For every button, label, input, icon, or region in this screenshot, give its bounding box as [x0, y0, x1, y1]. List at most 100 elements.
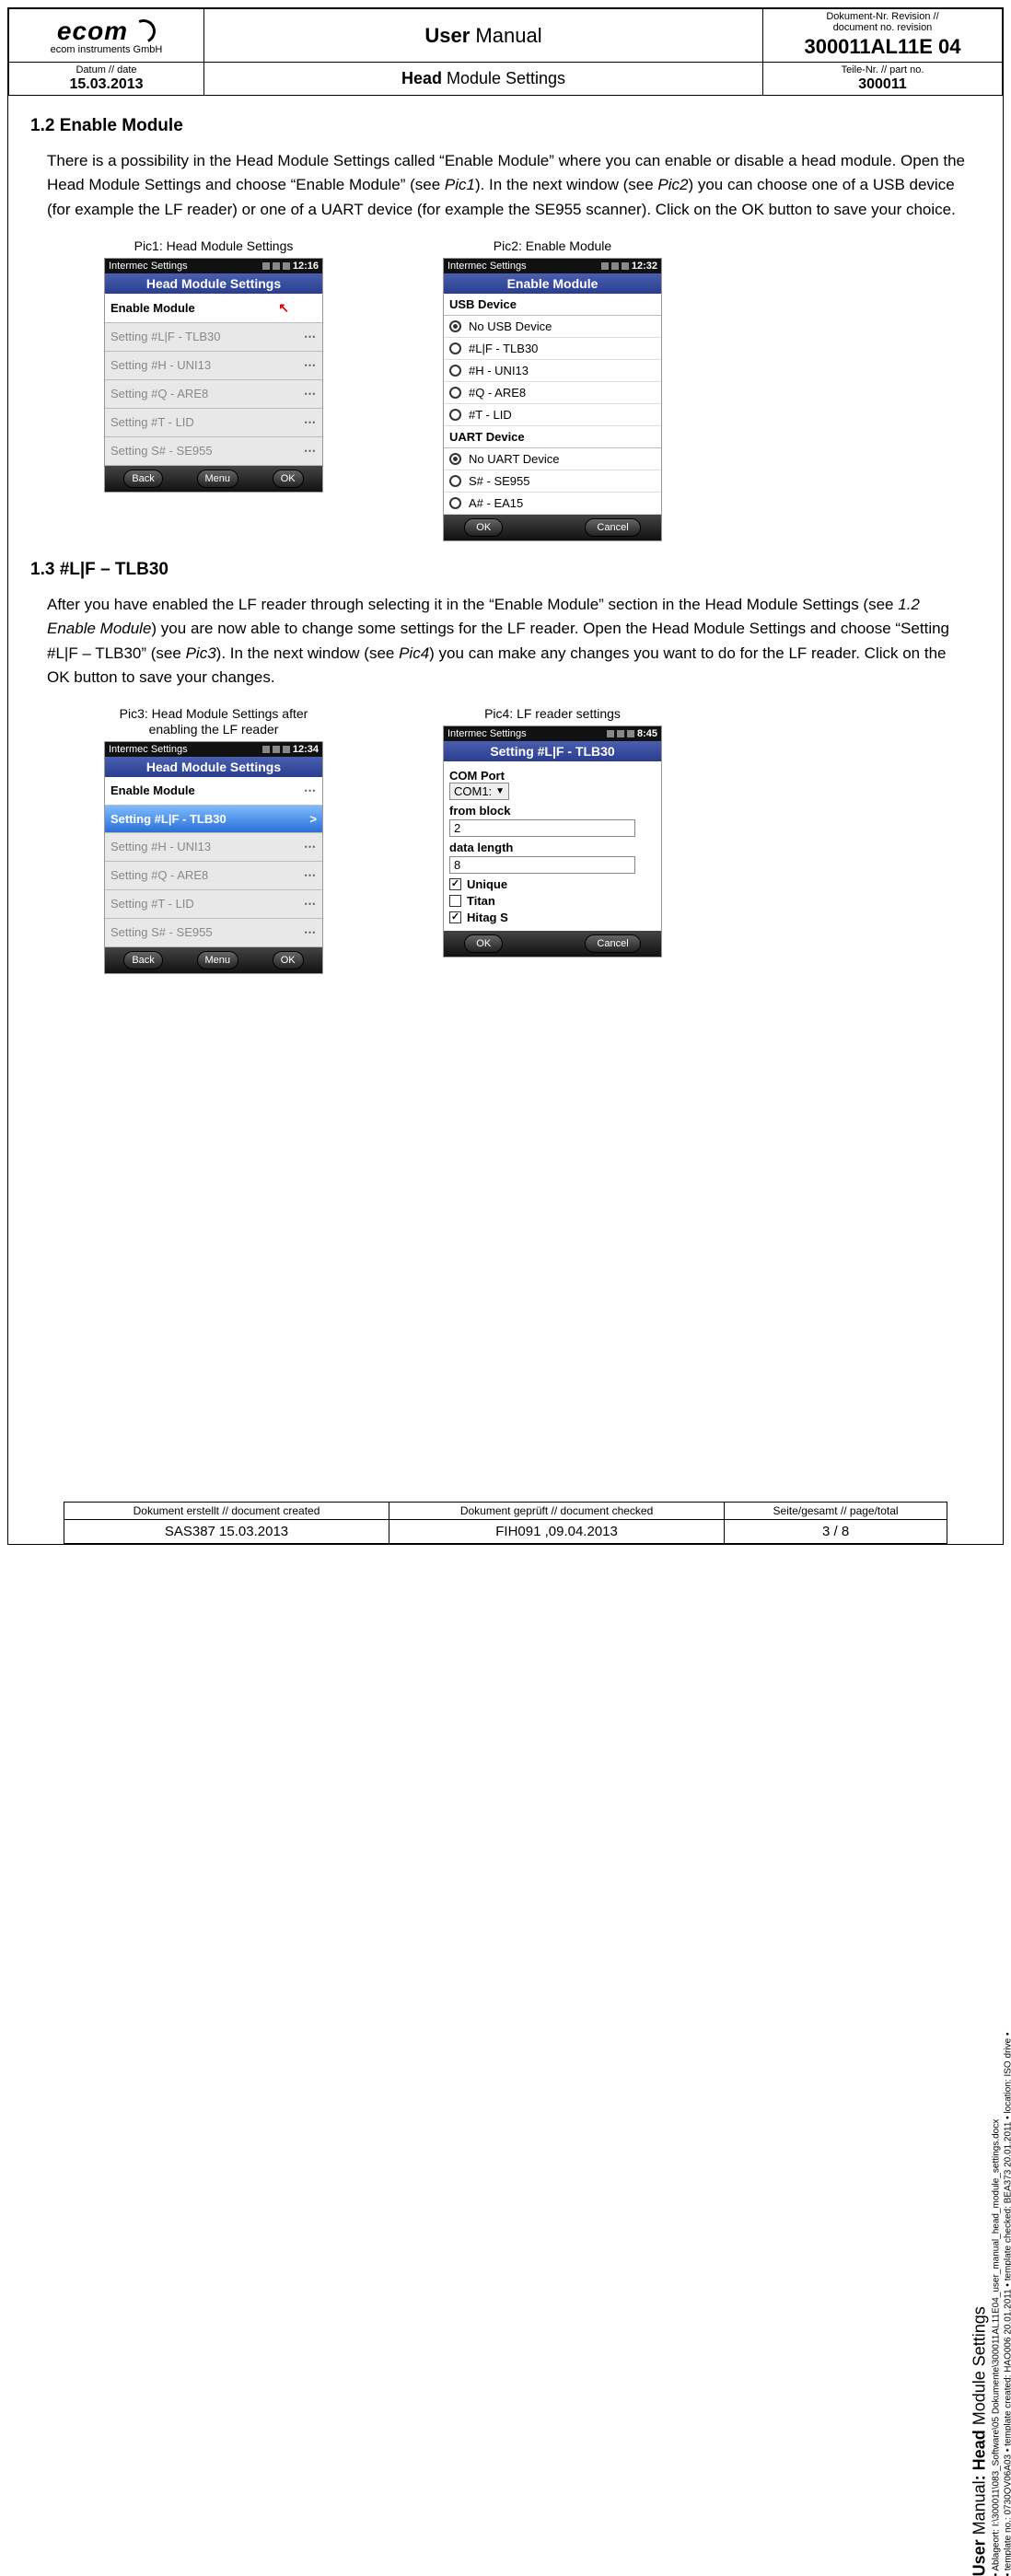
- chevron-right-icon: >: [309, 812, 317, 826]
- pic3-list-item[interactable]: Setting #Q - ARE8⋯: [105, 862, 322, 890]
- pic2-usb-option[interactable]: #L|F - TLB30: [444, 338, 661, 360]
- footer-c3-value: 3 / 8: [725, 1520, 947, 1544]
- more-icon: ⋯: [304, 925, 317, 940]
- pic4-titlebar: Setting #L|F - TLB30: [444, 741, 661, 761]
- subtitle-cell: Head Module Settings: [204, 63, 763, 96]
- pic1-screen: Intermec Settings 12:16 Head Module Sett…: [104, 258, 323, 493]
- partno-label: Teile-Nr. // part no.: [763, 64, 1002, 75]
- pic3-statusbar: Intermec Settings 12:34: [105, 742, 322, 757]
- title-main-bold: User: [424, 24, 470, 47]
- ok-button[interactable]: OK: [273, 470, 304, 488]
- pics-row-1: Pic1: Head Module Settings Intermec Sett…: [104, 238, 970, 541]
- partno-value: 300011: [763, 76, 1002, 93]
- pic4-status-icons: 8:45: [607, 728, 657, 739]
- pic4-statusbar: Intermec Settings 8:45: [444, 726, 661, 741]
- pic1-list: Enable Module↖Setting #L|F - TLB30⋯Setti…: [105, 294, 322, 466]
- pic3-list-item[interactable]: Setting #T - LID⋯: [105, 890, 322, 919]
- subtitle-bold: Head: [401, 69, 442, 87]
- cancel-button[interactable]: Cancel: [585, 934, 640, 953]
- pic2-usb-option-label: #T - LID: [469, 408, 512, 422]
- pics-row-2: Pic3: Head Module Settings after enablin…: [104, 706, 970, 974]
- checkbox-icon: ✓: [449, 911, 461, 923]
- side-title-rest: Module Settings: [970, 2306, 989, 2430]
- pic1-list-item-label: Setting #Q - ARE8: [110, 387, 208, 400]
- pic2-usb-option[interactable]: #Q - ARE8: [444, 382, 661, 404]
- pic4-buttonbar: OK Cancel: [444, 931, 661, 957]
- pic3-column: Pic3: Head Module Settings after enablin…: [104, 706, 323, 974]
- checkbox-icon: ✓: [449, 878, 461, 890]
- pic3-list-item[interactable]: Enable Module⋯: [105, 777, 322, 806]
- back-button[interactable]: Back: [123, 951, 162, 969]
- radio-icon: [449, 475, 461, 487]
- pic2-usb-option[interactable]: No USB Device: [444, 316, 661, 338]
- pic1-status-icons: 12:16: [262, 261, 319, 272]
- more-icon: ⋯: [304, 868, 317, 883]
- pic3-status-icons: 12:34: [262, 744, 319, 755]
- side-title-manual: Manual: [970, 2480, 989, 2535]
- pic4-datalength-input[interactable]: 8: [449, 856, 635, 874]
- pic3-list-item-label: Setting #H - UNI13: [110, 840, 211, 853]
- pic1-list-item-label: Enable Module: [110, 301, 195, 315]
- footer-c1-label: Dokument erstellt // document created: [64, 1503, 389, 1520]
- pic3-list: Enable Module⋯Setting #L|F - TLB30>Setti…: [105, 777, 322, 947]
- pic1-list-item[interactable]: Enable Module↖: [105, 294, 322, 323]
- pic2-usb-option[interactable]: #H - UNI13: [444, 360, 661, 382]
- more-icon: ⋯: [304, 783, 317, 798]
- pic1-list-item-label: Setting #L|F - TLB30: [110, 330, 220, 343]
- pic1-list-item[interactable]: Setting S# - SE955⋯: [105, 437, 322, 466]
- para-1-2-b: ). In the next window (see: [475, 176, 657, 193]
- footer-c2-value: FIH091 ,09.04.2013: [389, 1520, 724, 1544]
- menu-button[interactable]: Menu: [197, 951, 239, 969]
- side-metadata: User Manual: Head Module Settings • Abla…: [970, 1471, 1011, 2576]
- pic2-usb-option-label: #H - UNI13: [469, 364, 529, 377]
- pic2-uart-option[interactable]: No UART Device: [444, 448, 661, 470]
- pic2-usb-option-label: #Q - ARE8: [469, 386, 526, 400]
- pic4-com-select[interactable]: COM1:▼: [449, 783, 509, 800]
- pic2-usb-option-label: #L|F - TLB30: [469, 342, 538, 355]
- content-area: 1.2 Enable Module There is a possibility…: [8, 96, 1003, 1502]
- ok-button[interactable]: OK: [464, 518, 503, 537]
- para-1-2-pic2: Pic2: [657, 176, 688, 193]
- pic1-list-item[interactable]: Setting #H - UNI13⋯: [105, 352, 322, 380]
- pic4-screen: Intermec Settings 8:45 Setting #L|F - TL…: [443, 725, 662, 957]
- pic1-list-item[interactable]: Setting #L|F - TLB30⋯: [105, 323, 322, 352]
- pic3-list-item[interactable]: Setting #L|F - TLB30>: [105, 806, 322, 833]
- side-template: • template no.: 0730QV06A03 • template c…: [1003, 1471, 1011, 2576]
- checkbox-label: Titan: [467, 894, 495, 908]
- pic1-list-item[interactable]: Setting #T - LID⋯: [105, 409, 322, 437]
- checkbox-row[interactable]: ✓Unique: [449, 877, 656, 891]
- pic1-column: Pic1: Head Module Settings Intermec Sett…: [104, 238, 323, 541]
- checkbox-row[interactable]: Titan: [449, 894, 656, 908]
- pic2-usb-list: No USB Device #L|F - TLB30 #H - UNI13 #Q …: [444, 316, 661, 426]
- pic4-fromblock-label: from block: [449, 804, 656, 818]
- cancel-button[interactable]: Cancel: [585, 518, 640, 537]
- para-1-2: There is a possibility in the Head Modul…: [47, 149, 970, 222]
- checkbox-row[interactable]: ✓Hitag S: [449, 911, 656, 924]
- pic2-statusbar: Intermec Settings 12:32: [444, 259, 661, 273]
- ok-button[interactable]: OK: [464, 934, 503, 953]
- pic2-uart-option[interactable]: A# - EA15: [444, 493, 661, 515]
- para-1-2-pic1: Pic1: [445, 176, 475, 193]
- heading-1-3: 1.3 #L|F – TLB30: [30, 560, 970, 580]
- ok-button[interactable]: OK: [273, 951, 304, 969]
- pic3-list-item[interactable]: Setting S# - SE955⋯: [105, 919, 322, 947]
- pic1-statusbar: Intermec Settings 12:16: [105, 259, 322, 273]
- pic4-fromblock-input[interactable]: 2: [449, 819, 635, 837]
- date-value: 15.03.2013: [9, 76, 203, 93]
- menu-button[interactable]: Menu: [197, 470, 239, 488]
- docno-cell: Dokument-Nr. Revision // document no. re…: [763, 9, 1003, 63]
- side-title-user: User: [970, 2535, 989, 2576]
- pic1-list-item[interactable]: Setting #Q - ARE8⋯: [105, 380, 322, 409]
- pic1-list-item-label: Setting #T - LID: [110, 415, 194, 429]
- back-button[interactable]: Back: [123, 470, 162, 488]
- radio-icon: [449, 453, 461, 465]
- date-label: Datum // date: [9, 64, 203, 75]
- chevron-down-icon: ▼: [495, 786, 505, 796]
- pic3-list-item[interactable]: Setting #H - UNI13⋯: [105, 833, 322, 862]
- pic2-caption: Pic2: Enable Module: [494, 238, 611, 254]
- para-1-3-pic4: Pic4: [399, 644, 429, 662]
- logo-arc-icon: [128, 16, 158, 46]
- pic2-usb-option[interactable]: #T - LID: [444, 404, 661, 426]
- pic3-time: 12:34: [293, 744, 319, 755]
- pic2-uart-option[interactable]: S# - SE955: [444, 470, 661, 493]
